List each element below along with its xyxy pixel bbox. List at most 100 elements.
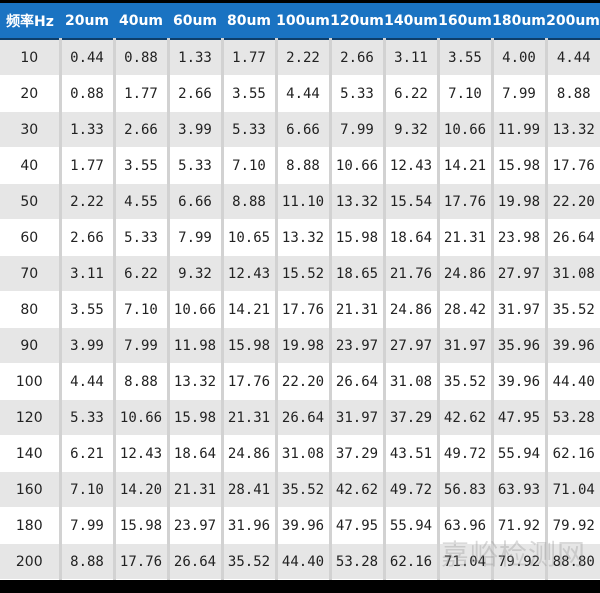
value-cell: 28.42 xyxy=(438,291,494,328)
value-cell: 62.16 xyxy=(384,543,440,580)
value-cell: 55.94 xyxy=(384,507,440,544)
value-cell: 7.10 xyxy=(438,75,494,112)
value-cell: 35.52 xyxy=(276,471,332,508)
value-cell: 10.66 xyxy=(438,111,494,148)
frequency-cell: 90 xyxy=(0,327,62,364)
column-header: 100um xyxy=(276,3,330,40)
value-cell: 19.98 xyxy=(276,327,332,364)
value-cell: 13.32 xyxy=(276,219,332,256)
value-cell: 1.77 xyxy=(60,147,116,184)
value-cell: 79.92 xyxy=(546,507,600,544)
value-cell: 6.66 xyxy=(276,111,332,148)
value-cell: 14.21 xyxy=(438,147,494,184)
value-cell: 1.77 xyxy=(114,75,170,112)
table-row: 200 8.88 17.76 26.64 35.52 44.40 53.28 62.16 71.… xyxy=(0,543,600,580)
table-row: 50 2.22 4.55 6.66 8.88 11.10 13.32 15.54 17.76 19… xyxy=(0,183,600,220)
value-cell: 2.66 xyxy=(114,111,170,148)
value-cell: 44.40 xyxy=(276,543,332,580)
value-cell: 63.96 xyxy=(438,507,494,544)
value-cell: 47.95 xyxy=(330,507,386,544)
value-cell: 7.99 xyxy=(114,327,170,364)
value-cell: 49.72 xyxy=(438,435,494,472)
value-cell: 2.66 xyxy=(330,39,386,76)
value-cell: 28.41 xyxy=(222,471,278,508)
value-cell: 23.97 xyxy=(168,507,224,544)
value-cell: 42.62 xyxy=(438,399,494,436)
value-cell: 8.88 xyxy=(114,363,170,400)
value-cell: 4.44 xyxy=(276,75,332,112)
table-row: 20 0.88 1.77 2.66 3.55 4.44 5.33 6.22 7.10 7.99 8.… xyxy=(0,75,600,112)
value-cell: 39.96 xyxy=(546,327,600,364)
value-cell: 47.95 xyxy=(492,399,548,436)
value-cell: 1.77 xyxy=(222,39,278,76)
value-cell: 0.88 xyxy=(60,75,116,112)
value-cell: 88.80 xyxy=(546,543,600,580)
value-cell: 24.86 xyxy=(384,291,440,328)
value-cell: 15.98 xyxy=(222,327,278,364)
value-cell: 2.22 xyxy=(276,39,332,76)
value-cell: 31.97 xyxy=(330,399,386,436)
value-cell: 18.64 xyxy=(384,219,440,256)
value-cell: 4.44 xyxy=(546,39,600,76)
value-cell: 5.33 xyxy=(222,111,278,148)
value-cell: 2.22 xyxy=(60,183,116,220)
value-cell: 7.99 xyxy=(60,507,116,544)
value-cell: 13.32 xyxy=(168,363,224,400)
value-cell: 5.33 xyxy=(114,219,170,256)
column-header: 80um xyxy=(222,3,276,40)
value-cell: 7.10 xyxy=(114,291,170,328)
value-cell: 8.88 xyxy=(60,543,116,580)
value-cell: 4.44 xyxy=(60,363,116,400)
frequency-cell: 180 xyxy=(0,507,62,544)
value-cell: 8.88 xyxy=(276,147,332,184)
value-cell: 31.08 xyxy=(384,363,440,400)
frequency-cell: 80 xyxy=(0,291,62,328)
value-cell: 17.76 xyxy=(546,147,600,184)
frequency-cell: 20 xyxy=(0,75,62,112)
table-row: 120 5.33 10.66 15.98 21.31 26.64 31.97 37.29 42.… xyxy=(0,399,600,436)
value-cell: 53.28 xyxy=(330,543,386,580)
value-cell: 44.40 xyxy=(546,363,600,400)
value-cell: 19.98 xyxy=(492,183,548,220)
value-cell: 21.31 xyxy=(438,219,494,256)
table-row: 30 1.33 2.66 3.99 5.33 6.66 7.99 9.32 10.66 11.99… xyxy=(0,111,600,148)
value-cell: 12.43 xyxy=(114,435,170,472)
value-cell: 12.43 xyxy=(384,147,440,184)
value-cell: 24.86 xyxy=(222,435,278,472)
value-cell: 26.64 xyxy=(276,399,332,436)
value-cell: 15.54 xyxy=(384,183,440,220)
value-cell: 43.51 xyxy=(384,435,440,472)
value-cell: 39.96 xyxy=(492,363,548,400)
frequency-cell: 40 xyxy=(0,147,62,184)
value-cell: 12.43 xyxy=(222,255,278,292)
value-cell: 56.83 xyxy=(438,471,494,508)
value-cell: 7.99 xyxy=(330,111,386,148)
table-row: 60 2.66 5.33 7.99 10.65 13.32 15.98 18.64 21.31 2… xyxy=(0,219,600,256)
value-cell: 2.66 xyxy=(168,75,224,112)
value-cell: 14.21 xyxy=(222,291,278,328)
value-cell: 3.55 xyxy=(222,75,278,112)
value-cell: 8.88 xyxy=(222,183,278,220)
value-cell: 9.32 xyxy=(168,255,224,292)
value-cell: 71.92 xyxy=(492,507,548,544)
value-cell: 10.65 xyxy=(222,219,278,256)
frequency-cell: 140 xyxy=(0,435,62,472)
frequency-cell: 120 xyxy=(0,399,62,436)
value-cell: 35.52 xyxy=(222,543,278,580)
column-header: 频率Hz xyxy=(0,3,60,40)
value-cell: 31.08 xyxy=(546,255,600,292)
frequency-cell: 70 xyxy=(0,255,62,292)
value-cell: 11.98 xyxy=(168,327,224,364)
value-cell: 24.86 xyxy=(438,255,494,292)
value-cell: 5.33 xyxy=(168,147,224,184)
value-cell: 26.64 xyxy=(330,363,386,400)
table-row: 70 3.11 6.22 9.32 12.43 15.52 18.65 21.76 24.86 2… xyxy=(0,255,600,292)
value-cell: 35.52 xyxy=(546,291,600,328)
value-cell: 26.64 xyxy=(546,219,600,256)
table-row: 140 6.21 12.43 18.64 24.86 31.08 37.29 43.51 49.… xyxy=(0,435,600,472)
value-cell: 18.65 xyxy=(330,255,386,292)
value-cell: 15.98 xyxy=(330,219,386,256)
value-cell: 0.44 xyxy=(60,39,116,76)
value-cell: 37.29 xyxy=(384,399,440,436)
value-cell: 22.20 xyxy=(546,183,600,220)
